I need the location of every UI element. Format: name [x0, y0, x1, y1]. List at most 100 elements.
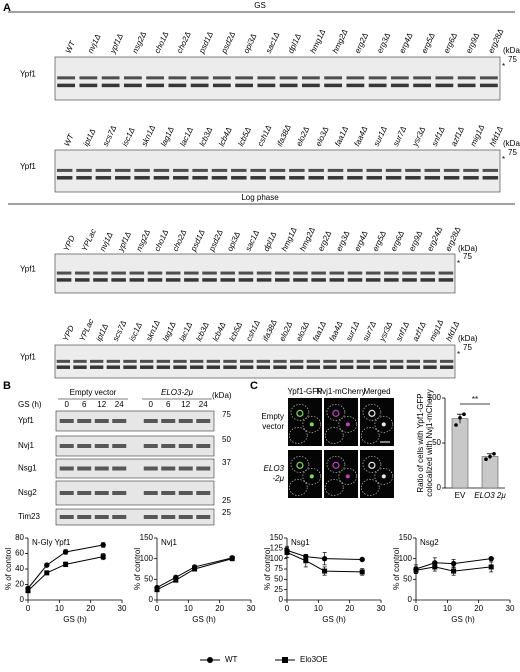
lane-label: erg6Δ — [442, 32, 459, 55]
band — [347, 271, 363, 275]
micrograph — [288, 398, 322, 446]
band — [290, 359, 304, 363]
kda-marker: 75 — [222, 410, 231, 419]
y-axis-label: % of control — [133, 548, 142, 590]
band — [147, 278, 163, 282]
band — [301, 76, 320, 80]
micrograph — [324, 450, 358, 498]
y-axis-label: % of control — [4, 548, 13, 590]
kda-label: (kDa) — [503, 46, 520, 55]
lane-label: faa4Δ — [352, 125, 369, 148]
blot — [55, 410, 215, 432]
lane-label: ifa38Δ — [261, 318, 279, 342]
cell-outline — [326, 456, 346, 473]
band — [79, 83, 98, 88]
band — [443, 168, 460, 172]
band — [165, 271, 181, 275]
kda-marker: 75 — [508, 55, 517, 64]
lane-label: hmg1Δ — [308, 28, 327, 55]
x-tick-label: 10 — [184, 604, 193, 613]
band — [424, 168, 441, 172]
band — [59, 491, 74, 495]
band — [368, 83, 387, 88]
band — [196, 466, 211, 471]
point — [321, 555, 328, 562]
band — [178, 515, 193, 519]
lane-label: YPD — [61, 324, 76, 343]
band — [75, 271, 90, 275]
cell-outline — [362, 456, 382, 473]
band — [435, 83, 454, 88]
band — [143, 419, 158, 423]
band — [308, 168, 324, 172]
band — [365, 271, 381, 275]
band — [57, 76, 76, 80]
band — [463, 176, 479, 180]
band — [196, 419, 211, 423]
y-tick-label: 50 — [432, 438, 441, 447]
bar — [451, 418, 469, 489]
band — [123, 365, 137, 369]
cell-outline — [326, 404, 346, 421]
band — [256, 359, 270, 363]
lane-label: ysr3Δ — [410, 125, 427, 148]
lane-label: sur1Δ — [372, 125, 389, 148]
lane-label: WT — [64, 39, 78, 55]
series-line — [286, 549, 363, 560]
band — [90, 359, 104, 363]
band — [134, 168, 150, 172]
band — [173, 359, 187, 363]
band — [111, 278, 126, 282]
kda-marker: 75 — [463, 343, 472, 352]
lane-label: elo2Δ — [294, 125, 311, 147]
channel-label: Ypf1-GFP — [288, 387, 323, 396]
y-tick-label: 150 — [140, 533, 154, 542]
band — [178, 466, 193, 471]
cell-outline — [374, 416, 394, 433]
data-point — [492, 452, 496, 456]
data-point — [484, 457, 488, 462]
band — [365, 278, 381, 282]
band — [192, 168, 208, 172]
lane-label: isc1Δ — [120, 126, 136, 148]
point — [192, 566, 198, 572]
band — [178, 419, 193, 423]
chart-title: Nsg1 — [291, 538, 310, 547]
band — [140, 365, 154, 369]
lane-label: ipt1Δ — [82, 127, 98, 147]
lane-label: erg9Δ — [407, 230, 424, 253]
cell-outline — [288, 479, 308, 496]
cell-outline — [302, 416, 322, 433]
lane-label: erg6Δ — [389, 230, 406, 253]
band — [112, 419, 127, 423]
row-label: Ypf1 — [20, 162, 36, 171]
cell-outline — [338, 468, 358, 485]
lane-label: erg9Δ — [464, 32, 481, 55]
band — [178, 491, 193, 495]
bar — [481, 456, 499, 489]
lane-label: faa1Δ — [333, 125, 350, 148]
point — [413, 567, 419, 573]
lane-label: erg5Δ — [420, 32, 437, 55]
chart-title: Nvj1 — [161, 538, 178, 547]
panel-label: C — [250, 380, 258, 392]
band — [184, 271, 199, 275]
band — [235, 76, 254, 80]
lane-label: elo3Δ — [314, 125, 331, 147]
point — [359, 556, 365, 563]
band — [190, 76, 209, 80]
band — [269, 168, 286, 172]
band — [114, 176, 131, 180]
row-label: Nvj1 — [18, 441, 35, 450]
y-tick-label: 20 — [15, 580, 24, 589]
band — [140, 359, 154, 363]
band — [112, 466, 127, 471]
lane-label: elo3Δ — [294, 320, 311, 342]
lane-label: sur7Δ — [361, 320, 378, 343]
band — [293, 271, 308, 275]
point — [229, 556, 235, 562]
y-tick-label: 75 — [274, 564, 283, 573]
x-tick-label: 20 — [474, 604, 483, 613]
band — [275, 278, 290, 282]
band — [390, 76, 409, 80]
